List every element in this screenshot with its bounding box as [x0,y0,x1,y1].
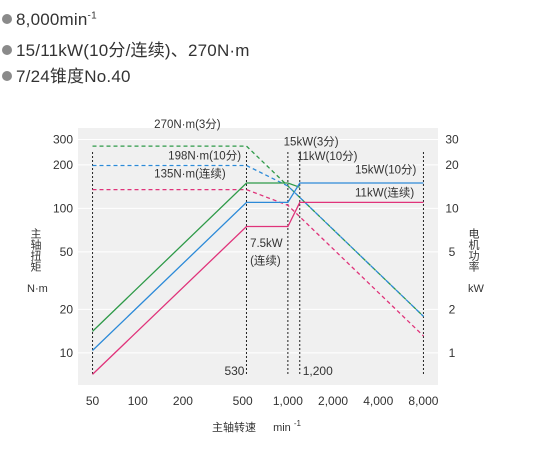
x-tick-label: 200 [173,394,193,408]
series-group [92,145,424,375]
spec-taper: 7/24锥度No.40 [2,62,131,87]
spec-speed: 8,000min-1 [2,10,97,30]
y-axis-label-left: 主轴扭矩 [29,228,42,273]
y-axis-label-right: 电机功率 [467,228,480,273]
x-axis-unit-sup: -1 [294,419,302,428]
plot-background [78,128,438,385]
y-left-tick-label: 100 [53,201,73,215]
y-left-tick-label: 10 [60,346,74,360]
reference-line-label: 530 [224,364,244,378]
spec-power: 15/11kW(10分/连续)、270N·m [2,36,250,61]
bullet-icon [2,45,12,55]
y-right-tick-label: 30 [445,132,459,146]
x-tick-label: 500 [233,394,253,408]
y-right-tick-label: 5 [449,245,456,259]
series-line [92,188,424,337]
y-axis-unit-right: kW [468,283,485,295]
y-right-tick-label: 10 [445,201,459,215]
x-tick-label: 1,000 [273,394,303,408]
series-label: 270N·m(3分) [154,118,221,131]
y-left-tick-label: 200 [53,158,73,172]
series-label: 15kW(10分) [355,163,417,176]
series-label: 7.5kW [250,238,283,250]
x-axis-label-text: 主轴转速 [212,420,256,434]
x-tick-label: 8,000 [408,394,438,408]
series-line [92,201,424,375]
x-tick-label: 50 [86,394,100,408]
x-tick-label: 4,000 [363,394,393,408]
y-right-tick-label: 20 [445,158,459,172]
x-axis-label: 主轴转速 min -1 [212,419,302,434]
series-label: 11kW(连续) [355,185,414,199]
y-left-tick-label: 50 [60,245,74,259]
tick-labels: 50 100 200 500 1,000 2,000 4,000 8,000 10 20 50 100… [53,132,459,408]
series-label: 15kW(3分) [284,135,339,148]
x-tick-label: 100 [128,394,148,408]
series-line [92,182,424,351]
y-right-tick-label: 1 [449,346,456,360]
reference-line-label: 1,200 [303,364,333,378]
series-line [92,145,424,317]
x-axis-unit: min [273,422,291,434]
spec-speed-text: 8,000min [16,10,88,29]
y-right-tick-label: 2 [449,302,456,316]
spec-speed-unit-sup: -1 [87,10,97,22]
spec-taper-text: 7/24锥度No.40 [16,67,131,86]
y-axis-unit-left: N·m [27,283,48,295]
bullet-icon [2,71,12,81]
series-line [92,182,301,332]
series-label: 135N·m(连续) [154,166,226,180]
x-tick-label: 2,000 [318,394,348,408]
series-labels: 270N·m(3分) 198N·m(10分) 135N·m(连续) 15kW(3分) 1… [154,118,416,267]
series-line [92,164,424,317]
series-label: 11kW(10分) [297,150,358,163]
y-left-tick-label: 20 [60,302,74,316]
series-label: (连续) [250,253,281,267]
series-label: 198N·m(10分) [168,149,241,162]
y-left-tick-label: 300 [53,132,73,146]
bullet-icon [2,14,12,24]
spec-power-text: 15/11kW(10分/连续)、270N·m [16,41,250,60]
